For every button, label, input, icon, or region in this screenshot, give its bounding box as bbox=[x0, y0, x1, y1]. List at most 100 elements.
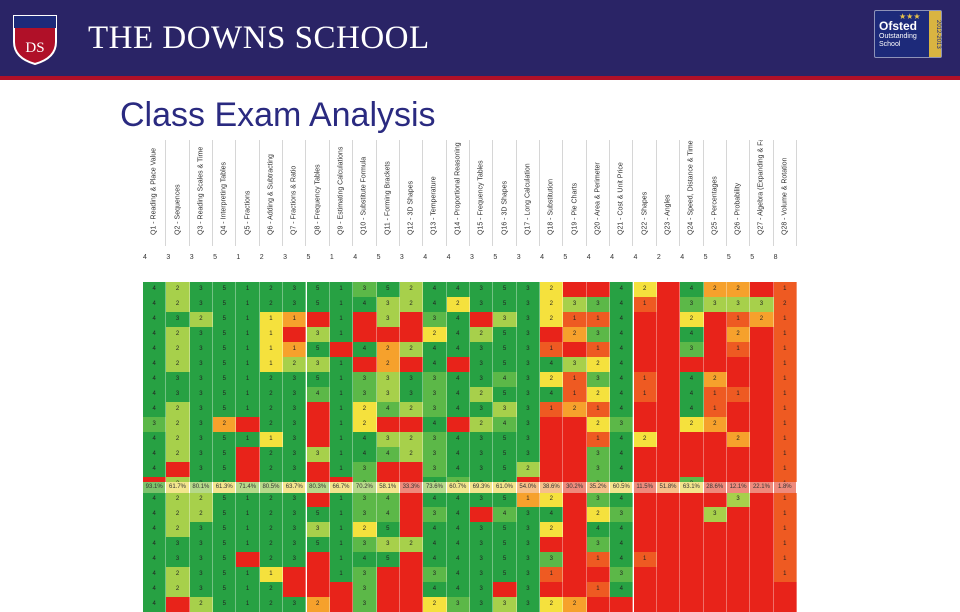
score-cell bbox=[540, 327, 564, 342]
score-cell: 2 bbox=[399, 447, 424, 462]
score-cell bbox=[750, 462, 774, 477]
score-cell bbox=[283, 582, 307, 597]
score-cell bbox=[446, 417, 470, 432]
question-percentage: 22.1% bbox=[750, 482, 774, 493]
score-cell: 1 bbox=[283, 312, 307, 327]
question-label: Q8 - Frequency Tables bbox=[314, 164, 322, 235]
score-cell bbox=[680, 597, 704, 612]
score-cell: 3 bbox=[306, 447, 330, 462]
score-cell: 5 bbox=[493, 492, 517, 507]
score-cell: 3 bbox=[586, 537, 611, 552]
score-cell: 3 bbox=[189, 297, 214, 312]
score-cell: 3 bbox=[586, 327, 611, 342]
score-cell: 3 bbox=[376, 372, 400, 387]
score-cell: 1 bbox=[329, 297, 354, 312]
question-label: Q20 - Area & Perimeter bbox=[594, 162, 602, 235]
ofsted-name: Ofsted bbox=[879, 19, 918, 33]
score-cell: 4 bbox=[143, 462, 167, 477]
score-cell: 3 bbox=[586, 462, 611, 477]
score-cell: 5 bbox=[306, 282, 330, 297]
score-cell: 2 bbox=[166, 297, 190, 312]
score-cell: 3 bbox=[470, 447, 494, 462]
score-cell: 5 bbox=[213, 597, 237, 612]
school-crest-icon: DS bbox=[13, 15, 57, 66]
score-cell bbox=[306, 552, 330, 567]
score-cell: 3 bbox=[610, 417, 634, 432]
score-cell: 1 bbox=[329, 522, 354, 537]
question-header: Q4 - Interpreting Tables bbox=[213, 140, 237, 246]
score-cell bbox=[633, 327, 657, 342]
score-cell: 1 bbox=[773, 402, 797, 417]
score-cell bbox=[399, 507, 424, 522]
score-cell: 5 bbox=[493, 447, 517, 462]
score-cell: 3 bbox=[353, 282, 377, 297]
score-cell: 4 bbox=[143, 567, 167, 582]
score-cell: 5 bbox=[213, 447, 237, 462]
score-cell: 1 bbox=[329, 447, 354, 462]
score-cell: 3 bbox=[470, 597, 494, 612]
score-cell: 3 bbox=[516, 402, 541, 417]
score-cell: 4 bbox=[423, 492, 447, 507]
score-cell: 3 bbox=[376, 537, 400, 552]
score-cell bbox=[353, 357, 377, 372]
score-cell: 2 bbox=[446, 297, 470, 312]
score-cell: 4 bbox=[143, 447, 167, 462]
score-cell: 4 bbox=[376, 402, 400, 417]
score-cell: 3 bbox=[283, 597, 307, 612]
question-label: Q17 - Long Calculation bbox=[524, 163, 532, 235]
score-cell: 1 bbox=[773, 417, 797, 432]
score-cell: 4 bbox=[353, 552, 377, 567]
exam-analysis-sheet: Q1 - Reading & Place Value Q2 - Sequences… bbox=[143, 140, 797, 612]
score-cell: 3 bbox=[189, 282, 214, 297]
score-cell: 3 bbox=[703, 297, 727, 312]
score-cell: 1 bbox=[329, 567, 354, 582]
score-cell: 4 bbox=[610, 462, 634, 477]
score-cell: 1 bbox=[586, 552, 611, 567]
score-cell: 3 bbox=[470, 462, 494, 477]
question-label: Q1 - Reading & Place Value bbox=[150, 147, 158, 235]
score-cell: 3 bbox=[516, 432, 541, 447]
score-cell bbox=[680, 462, 704, 477]
score-cell bbox=[703, 522, 727, 537]
question-label: Q9 - Estimating Calculations bbox=[337, 146, 345, 235]
score-cell bbox=[540, 582, 564, 597]
score-cell bbox=[399, 567, 424, 582]
school-name: THE DOWNS SCHOOL bbox=[88, 20, 430, 56]
score-cell: 4 bbox=[143, 327, 167, 342]
score-cell: 3 bbox=[586, 492, 611, 507]
score-cell: 3 bbox=[610, 567, 634, 582]
score-cell bbox=[703, 327, 727, 342]
score-cell: 3 bbox=[283, 372, 307, 387]
score-cell: 3 bbox=[353, 582, 377, 597]
score-cell: 2 bbox=[166, 282, 190, 297]
score-cell: 3 bbox=[399, 387, 424, 402]
score-cell: 1 bbox=[726, 312, 751, 327]
score-cell: 2 bbox=[259, 537, 284, 552]
score-cell bbox=[726, 552, 751, 567]
score-cell: 3 bbox=[353, 387, 377, 402]
question-header: Q20 - Area & Perimeter bbox=[587, 140, 611, 246]
score-cell bbox=[633, 522, 657, 537]
score-cell: 4 bbox=[610, 387, 634, 402]
ofsted-badge: ★★★ Ofsted Outstanding School 2012-2013 bbox=[874, 10, 942, 58]
score-cell: 5 bbox=[493, 357, 517, 372]
score-cell: 3 bbox=[516, 357, 541, 372]
score-cell: 3 bbox=[376, 312, 400, 327]
max-mark: 5 bbox=[306, 254, 311, 261]
score-cell: 3 bbox=[423, 507, 447, 522]
score-cell: 2 bbox=[586, 357, 611, 372]
score-cell bbox=[750, 357, 774, 372]
score-cell: 1 bbox=[773, 282, 797, 297]
score-cell: 4 bbox=[423, 522, 447, 537]
score-cell: 2 bbox=[189, 597, 214, 612]
score-cell: 4 bbox=[423, 282, 447, 297]
score-cell bbox=[656, 597, 681, 612]
score-cell: 3 bbox=[470, 297, 494, 312]
score-cell: 2 bbox=[353, 402, 377, 417]
score-cell: 3 bbox=[376, 387, 400, 402]
score-cell: 3 bbox=[283, 492, 307, 507]
question-header: Q15 - Frequency Tables bbox=[470, 140, 494, 246]
score-cell: 1 bbox=[726, 342, 751, 357]
score-cell bbox=[703, 597, 727, 612]
score-cell: 2 bbox=[166, 417, 190, 432]
